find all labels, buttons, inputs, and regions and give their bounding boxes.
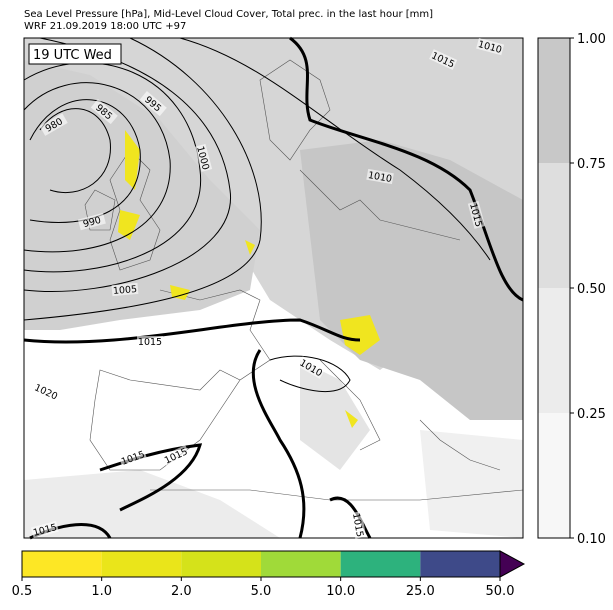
isobar-label-bg: [476, 37, 505, 56]
isobar-label-bg: [30, 520, 59, 539]
cloud-colorbar-segment: [538, 413, 570, 538]
isobar-label-bg: [161, 445, 190, 467]
precip-colorbar-segment: [101, 551, 182, 577]
isobar-label: 1015: [350, 512, 365, 538]
title-line-1: Sea Level Pressure [hPa], Mid-Level Clou…: [24, 9, 433, 20]
time-label-box: [28, 43, 122, 65]
isobar-label-bg: [467, 200, 486, 229]
precip-colorbar-segment: [22, 551, 102, 577]
precip-colorbar-extend: [499, 550, 526, 578]
cloud-colorbar-tick-label: 0.75: [577, 157, 606, 172]
isobar-label-bg: [350, 511, 367, 539]
precip-colorbar-tick-label: 5.0: [251, 584, 272, 599]
precip-colorbar-tick-label: 1.0: [91, 584, 112, 599]
map-frame: [23, 37, 524, 539]
isobars: [23, 37, 491, 393]
isobar-label-bg: [118, 447, 147, 468]
title-line-2: WRF 21.09.2019 18:00 UTC +97: [24, 21, 186, 32]
isobar-label-bg: [366, 168, 394, 185]
precipitation: [118, 130, 380, 428]
isobar-label: 1015: [138, 337, 162, 348]
isobar-label: 1010: [367, 170, 393, 185]
isobar-label-bg: [429, 49, 458, 71]
cloud-colorbar-segment: [538, 163, 570, 288]
isobar-label-bg: [194, 143, 213, 172]
cloud-colorbar-tick-label: 0.50: [577, 282, 606, 297]
time-label: 19 UTC Wed: [33, 48, 112, 63]
precip-colorbar-tick-label: 10.0: [326, 584, 355, 599]
precip-colorbar-tick-label: 25.0: [406, 584, 435, 599]
coastlines: [84, 59, 524, 501]
precip-colorbar-segment: [181, 551, 261, 577]
precip-colorbar-segment: [261, 551, 341, 577]
precip-colorbar-tick-label: 50.0: [486, 584, 515, 599]
cloud-colorbar-segment: [538, 288, 570, 413]
isobar-label-bg: [111, 282, 139, 297]
isobar-label-bg: [39, 113, 68, 136]
isobar-label-bg: [32, 381, 61, 403]
cloud-colorbar-segment: [538, 38, 570, 163]
isobar-label-bg: [90, 99, 118, 125]
precip-colorbar-segment: [420, 551, 500, 577]
precip-colorbar-tick-label: 0.5: [12, 584, 33, 599]
isobar-label-bg: [77, 212, 106, 231]
isobar-label: 1005: [113, 284, 138, 297]
precip-colorbar-segment: [340, 551, 421, 577]
cloud-colorbar-tick-label: 1.00: [577, 32, 606, 47]
cloud-colorbar-tick-label: 0.25: [577, 407, 606, 422]
isobar-label-bg: [139, 91, 167, 117]
isobar-label: 990: [82, 215, 102, 230]
precip-colorbar-tick-label: 2.0: [171, 584, 192, 599]
cloud-colorbar-tick-label: 0.10: [577, 532, 606, 547]
cloud-cover: [24, 38, 523, 538]
isobar-label-bg: [297, 356, 326, 379]
isobar-label-bg: [137, 336, 163, 347]
